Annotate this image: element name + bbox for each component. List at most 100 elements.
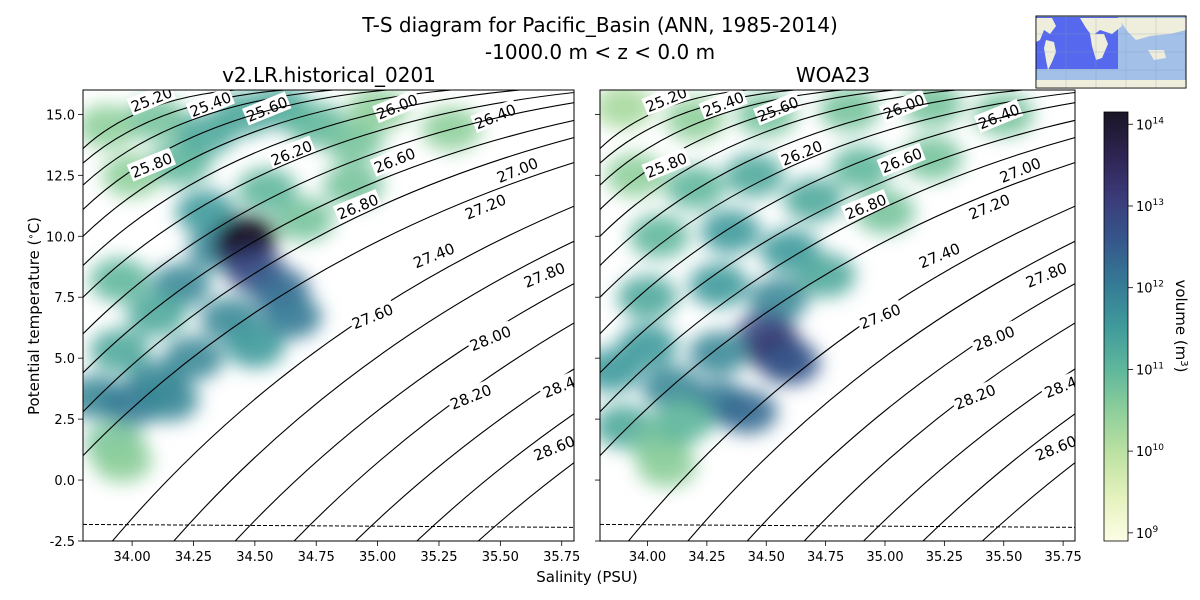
density-contour (355, 368, 574, 541)
figure-title: T-S diagram for Pacific_Basin (ANN, 1985… (361, 13, 838, 37)
y-tick-label: 15.0 (46, 108, 75, 123)
contour-label-background (492, 152, 542, 187)
x-axis-label: Salinity (PSU) (536, 568, 638, 586)
density-contour (83, 90, 521, 266)
volume-cell (653, 399, 714, 444)
panel-title-observations: WOA23 (796, 63, 870, 87)
contour-label-background (876, 142, 926, 177)
density-contour (600, 90, 1023, 266)
x-tick-label: 34.50 (236, 550, 273, 565)
x-tick-label: 35.50 (482, 550, 519, 565)
density-contour (600, 161, 1075, 457)
volume-cell (600, 348, 642, 393)
contour-label-background (266, 135, 316, 170)
volume-cell (717, 389, 778, 434)
density-contour (83, 90, 452, 237)
x-tick-label: 34.75 (298, 550, 335, 565)
volume-cell (273, 197, 334, 242)
volume-cell (665, 165, 725, 210)
contour-label-background (698, 90, 748, 121)
contour-label-background (369, 142, 420, 177)
freezing-line (82, 523, 575, 528)
density-contour (687, 240, 1075, 541)
region-inset-map (1035, 15, 1187, 89)
inset-map-land-eurasia (1080, 18, 1122, 36)
x-tick-label: 34.00 (629, 550, 666, 565)
density-contour (83, 162, 574, 457)
x-tick-label: 35.00 (359, 550, 396, 565)
volume-cell (795, 253, 856, 298)
inset-map-land-americas (1036, 18, 1056, 42)
contour-label-background (126, 147, 177, 182)
volume-cell (688, 331, 749, 376)
contour-label-background (185, 90, 235, 121)
density-contour (112, 205, 574, 541)
density-contour (863, 368, 1075, 541)
contour-label-background (840, 189, 891, 224)
colorbar: 1014 1013 1012 1011 1010 109 (1103, 111, 1164, 542)
contour-label-background (372, 90, 422, 124)
y-tick-label: -2.5 (50, 535, 75, 550)
contour-label-background (950, 379, 1000, 414)
volume-cell (89, 258, 150, 303)
volume-cell (724, 153, 785, 198)
contour-label-background (878, 90, 929, 124)
y-tick-label: 5.0 (54, 352, 75, 367)
x-tick-label: 34.75 (807, 550, 844, 565)
y-tick-label: 12.5 (46, 169, 75, 184)
colorbar-tick-label: 1010 (1136, 443, 1164, 460)
contour-label-background (641, 147, 691, 182)
contour-label-background (332, 189, 383, 224)
density-contour (83, 90, 388, 210)
x-tick-label: 35.50 (985, 550, 1022, 565)
contour-label-background (529, 430, 574, 465)
volume-cell (760, 341, 820, 386)
inset-map-land-australia (1148, 50, 1166, 60)
inset-map-land-africa (1090, 34, 1108, 60)
x-tick-label: 35.75 (543, 550, 580, 565)
contour-label-background (753, 91, 803, 126)
y-tick-label: 0.0 (54, 474, 75, 489)
volume-cell (175, 189, 236, 234)
axes-frame-model (82, 89, 575, 542)
x-tick-label: 34.25 (175, 550, 212, 565)
density-contour (173, 240, 574, 541)
inset-map-land-asia (1118, 18, 1186, 40)
density-contour (83, 90, 334, 186)
colorbar-tick-label: 109 (1136, 525, 1159, 542)
density-contour (83, 137, 574, 413)
contour-label-background (776, 135, 827, 170)
volume-cell (224, 323, 285, 368)
density-contour (746, 283, 1075, 541)
volume-cell (783, 177, 844, 222)
contour-label-background (408, 237, 459, 272)
volume-cell (138, 377, 199, 422)
colorbar-tick-label: 1011 (1136, 361, 1164, 378)
freezing-line (599, 523, 1076, 528)
density-contour (600, 90, 895, 210)
volume-cell (617, 275, 678, 320)
volume-cell (217, 214, 278, 259)
x-tick-label: 35.25 (420, 550, 457, 565)
density-contour (83, 90, 285, 164)
density-contour (83, 119, 574, 374)
contour-label-background (1030, 430, 1075, 465)
density-contour (803, 322, 1075, 541)
contour-label-background (995, 152, 1045, 187)
contour-label-background (445, 379, 496, 414)
x-tick-label: 34.00 (113, 550, 150, 565)
contour-label-background (1039, 371, 1075, 402)
contour-label-background (914, 237, 964, 272)
volume-cell (641, 365, 702, 410)
density-contour (922, 413, 1075, 541)
contour-label-background (465, 320, 515, 355)
colorbar-label: volume (m3) (1172, 279, 1190, 372)
colorbar-tick-label: 1012 (1136, 280, 1164, 297)
contour-label-background (1021, 257, 1071, 292)
contour-label-background (347, 298, 398, 333)
density-contour (600, 119, 1075, 374)
volume-cell (748, 277, 809, 322)
y-axis-label: Potential temperature (∘C) (25, 217, 43, 415)
y-tick-label: 10.0 (46, 230, 75, 245)
axes-frame-obs (599, 89, 1076, 542)
